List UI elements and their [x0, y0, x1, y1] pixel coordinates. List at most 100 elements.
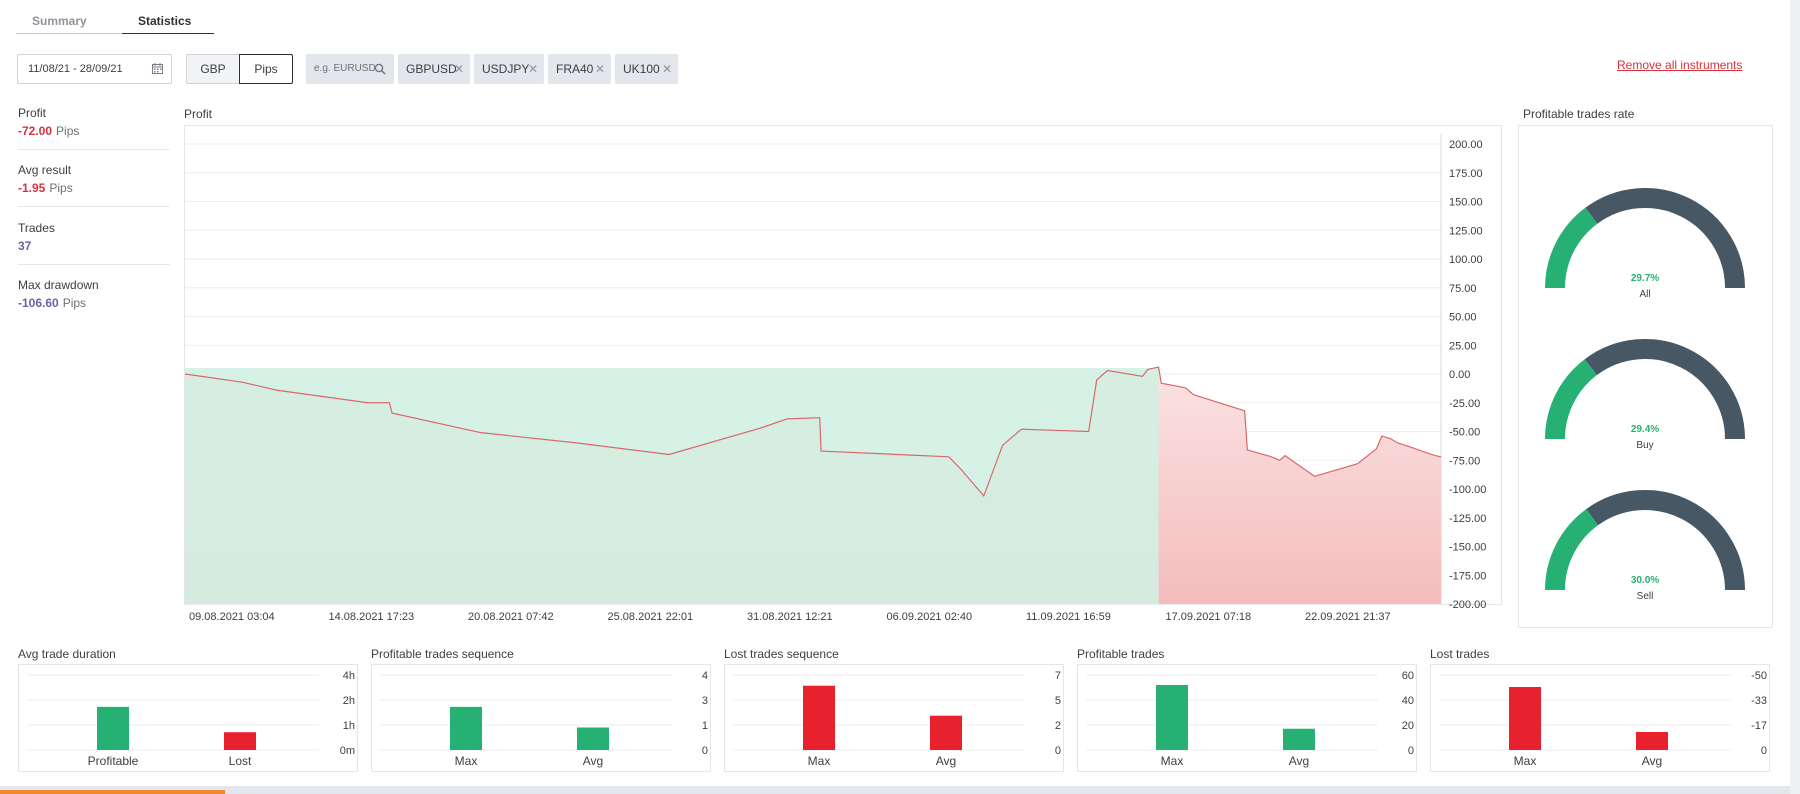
mini-chart-svg: 4 3 1 0 Max Avg: [380, 670, 708, 768]
y-tick-label: 125.00: [1449, 225, 1483, 237]
mini-chart-svg: 4h 2h 1h 0m Profitable Lost: [27, 670, 355, 768]
bar: [1283, 728, 1315, 750]
x-tick-label: 11.09.2021 16:59: [1026, 611, 1111, 623]
lost-trades-sequence-chart: 7 5 2 0 Max Avg: [724, 664, 1064, 772]
instrument-chip-label: UK100: [623, 62, 660, 76]
y-tick-label: 0m: [340, 745, 355, 757]
mini-chart-svg: 7 5 2 0 Max Avg: [733, 670, 1061, 768]
gauge-remainder-arc: [1586, 490, 1745, 591]
bar: [577, 727, 609, 750]
currency-pips-button[interactable]: Pips: [239, 54, 293, 84]
profit-chart-svg: 200.00 175.00 150.00 125.00 100.00 75.00 50.00…: [184, 134, 1486, 623]
profitable-trades-rate-panel: 29.7% All 29.4% Buy 30.0% Sell: [1518, 125, 1773, 628]
bar: [1509, 687, 1541, 750]
instrument-chip-usdjpy: USDJPY ✕: [474, 54, 544, 84]
currency-gbp-button[interactable]: GBP: [186, 54, 239, 84]
bar: [450, 706, 482, 750]
tab-statistics[interactable]: Statistics: [122, 14, 214, 34]
stat-label: Avg result: [18, 163, 72, 177]
horizontal-scrollbar[interactable]: [0, 786, 1800, 794]
calendar-icon: [152, 63, 163, 74]
y-tick-label: -50: [1751, 670, 1767, 682]
y-tick-label: 175.00: [1449, 168, 1483, 180]
stat-value: -1.95: [18, 181, 46, 195]
profit-line: [184, 366, 1442, 498]
stat-value: -72.00: [18, 124, 53, 138]
mini-chart-title: Avg trade duration: [18, 647, 116, 661]
stat-profit: Profit -72.00 Pips: [18, 106, 170, 150]
gauges-svg: 29.7% All 29.4% Buy 30.0% Sell: [1545, 188, 1745, 602]
x-tick-label: 25.08.2021 22:01: [608, 611, 694, 623]
scrollbar-thumb[interactable]: [0, 790, 225, 794]
instrument-search-input[interactable]: e.g. EURUSD: [306, 54, 394, 84]
category-label: Avg: [1642, 754, 1662, 768]
x-tick-label: 09.08.2021 03:04: [189, 611, 275, 623]
gauge-category-label: Buy: [1636, 440, 1653, 451]
y-tick-label: 3: [702, 695, 708, 707]
remove-all-instruments-link[interactable]: Remove all instruments: [1617, 58, 1743, 72]
y-tick-label: 100.00: [1449, 254, 1483, 266]
y-tick-label: 2h: [343, 695, 355, 707]
bar: [1636, 732, 1668, 750]
profit-chart-title: Profit: [184, 107, 213, 121]
y-tick-label: 0: [1761, 745, 1767, 757]
mini-chart-title: Profitable trades: [1077, 647, 1165, 661]
stat-unit: Pips: [62, 296, 87, 310]
y-tick-label: 0: [1408, 745, 1414, 757]
bar: [224, 732, 256, 750]
y-tick-label: 2: [1055, 720, 1061, 732]
gauge-value-arc: [1545, 359, 1598, 440]
y-tick-label: -100.00: [1449, 484, 1486, 496]
mini-chart-svg: -50 -33 -17 0 Max Avg: [1439, 670, 1767, 768]
gauge-category-label: All: [1639, 289, 1650, 300]
y-tick-label: -25.00: [1449, 398, 1480, 410]
gauge-remainder-arc: [1585, 188, 1745, 289]
bar: [97, 706, 129, 750]
y-tick-label: 40: [1402, 695, 1414, 707]
y-tick-label: -150.00: [1449, 542, 1486, 554]
bar: [930, 715, 962, 750]
close-icon[interactable]: ✕: [661, 62, 672, 76]
close-icon[interactable]: ✕: [453, 62, 464, 76]
close-icon[interactable]: ✕: [527, 62, 538, 76]
x-tick-label: 06.09.2021 02:40: [887, 611, 973, 623]
y-tick-label: -200.00: [1449, 599, 1486, 611]
x-tick-label: 20.08.2021 07:42: [468, 611, 554, 623]
category-label: Max: [455, 754, 478, 768]
category-label: Max: [1161, 754, 1184, 768]
gauge-value-arc: [1545, 509, 1599, 591]
y-tick-label: -50.00: [1449, 427, 1480, 439]
bar: [1156, 685, 1188, 750]
tab-summary[interactable]: Summary: [32, 14, 87, 28]
instrument-chip-gbpusd: GBPUSD ✕: [398, 54, 470, 84]
y-tick-label: 1: [702, 720, 708, 732]
category-label: Max: [808, 754, 831, 768]
search-icon: [374, 63, 386, 75]
stat-max-drawdown: Max drawdown -106.60 Pips: [18, 278, 170, 322]
profitable-trades-chart: 60 40 20 0 Max Avg: [1077, 664, 1417, 772]
close-icon[interactable]: ✕: [594, 62, 605, 76]
stat-value: -106.60: [18, 296, 59, 310]
search-placeholder: e.g. EURUSD: [314, 63, 376, 74]
lost-trades-chart: -50 -33 -17 0 Max Avg: [1430, 664, 1770, 772]
x-tick-label: 14.08.2021 17:23: [329, 611, 415, 623]
y-tick-label: 4h: [343, 670, 355, 682]
x-tick-label: 22.09.2021 21:37: [1305, 611, 1391, 623]
tabs-bar: Summary Statistics: [16, 10, 214, 34]
mini-chart-title: Profitable trades sequence: [371, 647, 514, 661]
y-tick-label: 50.00: [1449, 312, 1477, 324]
y-tick-label: 0: [1055, 745, 1061, 757]
stat-trades: Trades 37: [18, 221, 170, 265]
mini-chart-title: Lost trades: [1430, 647, 1490, 661]
gauge-remainder-arc: [1584, 339, 1745, 440]
vertical-scrollbar[interactable]: [1790, 0, 1800, 794]
profit-positive-band: [185, 368, 1159, 604]
gauge-value-label: 29.4%: [1631, 424, 1659, 435]
date-range-picker[interactable]: 11/08/21 - 28/09/21: [17, 54, 172, 84]
y-tick-label: -125.00: [1449, 513, 1486, 525]
stat-avg-result: Avg result -1.95 Pips: [18, 163, 170, 207]
y-tick-label: 1h: [343, 720, 355, 732]
category-label: Lost: [229, 754, 252, 768]
y-tick-label: 150.00: [1449, 197, 1483, 209]
y-tick-label: -175.00: [1449, 570, 1486, 582]
